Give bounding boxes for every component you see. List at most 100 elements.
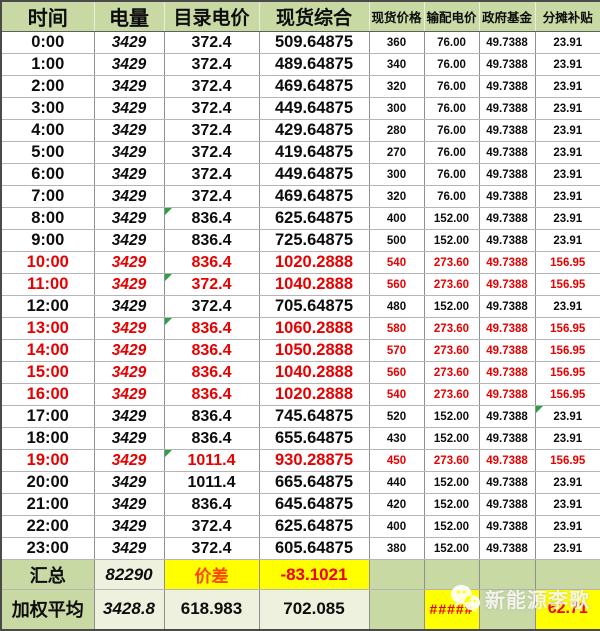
cell-government-fund[interactable]: 49.7388 [478,207,536,230]
column-header-subsidy[interactable]: 分摊补贴 [534,0,600,32]
cell-government-fund[interactable]: 49.7388 [478,493,536,516]
cell-subsidy[interactable]: 23.91 [534,493,600,516]
cell-spot-composite[interactable]: 605.64875 [258,537,370,560]
cell-spot-price[interactable]: 400 [368,207,425,230]
column-header-time[interactable]: 时间 [0,0,95,32]
cell-spot-price[interactable]: 320 [368,185,425,208]
cell-catalog-price[interactable]: 372.4 [163,295,260,318]
cell-spot-price[interactable]: 270 [368,141,425,164]
cell-time[interactable]: 1:00 [0,53,95,76]
cell-government-fund[interactable]: 49.7388 [478,427,536,450]
column-header-catalog-price[interactable]: 目录电价 [163,0,260,32]
column-header-spot-composite[interactable]: 现货综合 [258,0,370,32]
empty-cell[interactable] [368,559,425,590]
cell-volume[interactable]: 3429 [93,295,165,318]
cell-transmission-price[interactable]: 152.00 [423,471,480,494]
column-header-spot-price[interactable]: 现货价格 [368,0,425,32]
cell-spot-price[interactable]: 480 [368,295,425,318]
cell-summary-label[interactable]: 汇总 [0,559,95,590]
cell-catalog-price[interactable]: 836.4 [163,405,260,428]
cell-subsidy[interactable]: 156.95 [534,339,600,362]
cell-transmission-price[interactable]: 152.00 [423,405,480,428]
cell-spot-composite[interactable]: 1050.2888 [258,339,370,362]
cell-weighted-spot-composite[interactable]: 702.085 [258,589,370,630]
cell-transmission-price[interactable]: 76.00 [423,141,480,164]
cell-spot-composite[interactable]: 449.64875 [258,97,370,120]
cell-time[interactable]: 14:00 [0,339,95,362]
cell-volume[interactable]: 3429 [93,449,165,472]
cell-subsidy[interactable]: 23.91 [534,405,600,428]
cell-government-fund[interactable]: 49.7388 [478,471,536,494]
cell-transmission-price[interactable]: 273.60 [423,251,480,274]
cell-spot-price[interactable]: 400 [368,515,425,538]
cell-subsidy[interactable]: 23.91 [534,471,600,494]
cell-spot-composite[interactable]: 1020.2888 [258,383,370,406]
empty-cell[interactable] [534,559,600,590]
cell-spot-composite[interactable]: 509.64875 [258,31,370,54]
cell-transmission-price[interactable]: 76.00 [423,31,480,54]
empty-cell[interactable] [478,559,536,590]
cell-catalog-price[interactable]: 372.4 [163,97,260,120]
cell-spot-price[interactable]: 280 [368,119,425,142]
cell-government-fund[interactable]: 49.7388 [478,75,536,98]
cell-spot-composite[interactable]: 1020.2888 [258,251,370,274]
cell-spot-composite[interactable]: 1060.2888 [258,317,370,340]
cell-catalog-price[interactable]: 372.4 [163,537,260,560]
cell-spot-price[interactable]: 450 [368,449,425,472]
cell-spot-composite[interactable]: 930.28875 [258,449,370,472]
cell-subsidy[interactable]: 23.91 [534,119,600,142]
cell-catalog-price[interactable]: 372.4 [163,273,260,296]
empty-cell[interactable] [368,589,425,630]
cell-spot-composite[interactable]: 655.64875 [258,427,370,450]
cell-spot-price[interactable]: 380 [368,537,425,560]
cell-subsidy[interactable]: 23.91 [534,207,600,230]
cell-government-fund[interactable]: 49.7388 [478,163,536,186]
cell-weighted-label[interactable]: 加权平均 [0,589,95,630]
cell-volume[interactable]: 3429 [93,97,165,120]
cell-transmission-price[interactable]: 76.00 [423,163,480,186]
cell-government-fund[interactable]: 49.7388 [478,537,536,560]
cell-subsidy[interactable]: 156.95 [534,317,600,340]
cell-volume[interactable]: 3429 [93,119,165,142]
cell-volume[interactable]: 3429 [93,31,165,54]
cell-volume[interactable]: 3429 [93,317,165,340]
cell-government-fund[interactable]: 49.7388 [478,383,536,406]
cell-catalog-price[interactable]: 372.4 [163,141,260,164]
cell-time[interactable]: 0:00 [0,31,95,54]
cell-volume[interactable]: 3429 [93,471,165,494]
cell-catalog-price[interactable]: 836.4 [163,361,260,384]
cell-volume[interactable]: 3429 [93,185,165,208]
cell-catalog-price[interactable]: 1011.4 [163,449,260,472]
cell-transmission-price[interactable]: 273.60 [423,361,480,384]
cell-spot-composite[interactable]: 489.64875 [258,53,370,76]
cell-government-fund[interactable]: 49.7388 [478,405,536,428]
cell-catalog-price[interactable]: 836.4 [163,339,260,362]
cell-transmission-price[interactable]: 273.60 [423,383,480,406]
cell-transmission-price[interactable]: 76.00 [423,185,480,208]
cell-time[interactable]: 21:00 [0,493,95,516]
cell-catalog-price[interactable]: 372.4 [163,119,260,142]
cell-subsidy[interactable]: 23.91 [534,427,600,450]
cell-spot-composite[interactable]: 745.64875 [258,405,370,428]
cell-time[interactable]: 22:00 [0,515,95,538]
cell-government-fund[interactable]: 49.7388 [478,339,536,362]
cell-spot-composite[interactable]: 705.64875 [258,295,370,318]
cell-government-fund[interactable]: 49.7388 [478,185,536,208]
cell-catalog-price[interactable]: 836.4 [163,317,260,340]
cell-spot-composite[interactable]: 469.64875 [258,185,370,208]
cell-time[interactable]: 19:00 [0,449,95,472]
cell-time[interactable]: 17:00 [0,405,95,428]
cell-catalog-price[interactable]: 372.4 [163,515,260,538]
cell-spread-value[interactable]: -83.1021 [258,559,370,590]
cell-spot-price[interactable]: 580 [368,317,425,340]
cell-volume[interactable]: 3429 [93,537,165,560]
cell-volume[interactable]: 3429 [93,53,165,76]
column-header-transmission-price[interactable]: 输配电价 [423,0,480,32]
cell-volume[interactable]: 3429 [93,405,165,428]
cell-time[interactable]: 11:00 [0,273,95,296]
cell-weighted-subsidy[interactable]: 62.71 [534,589,600,630]
cell-transmission-price[interactable]: 273.60 [423,449,480,472]
cell-catalog-price[interactable]: 372.4 [163,53,260,76]
cell-spot-composite[interactable]: 1040.2888 [258,273,370,296]
cell-subsidy[interactable]: 156.95 [534,361,600,384]
